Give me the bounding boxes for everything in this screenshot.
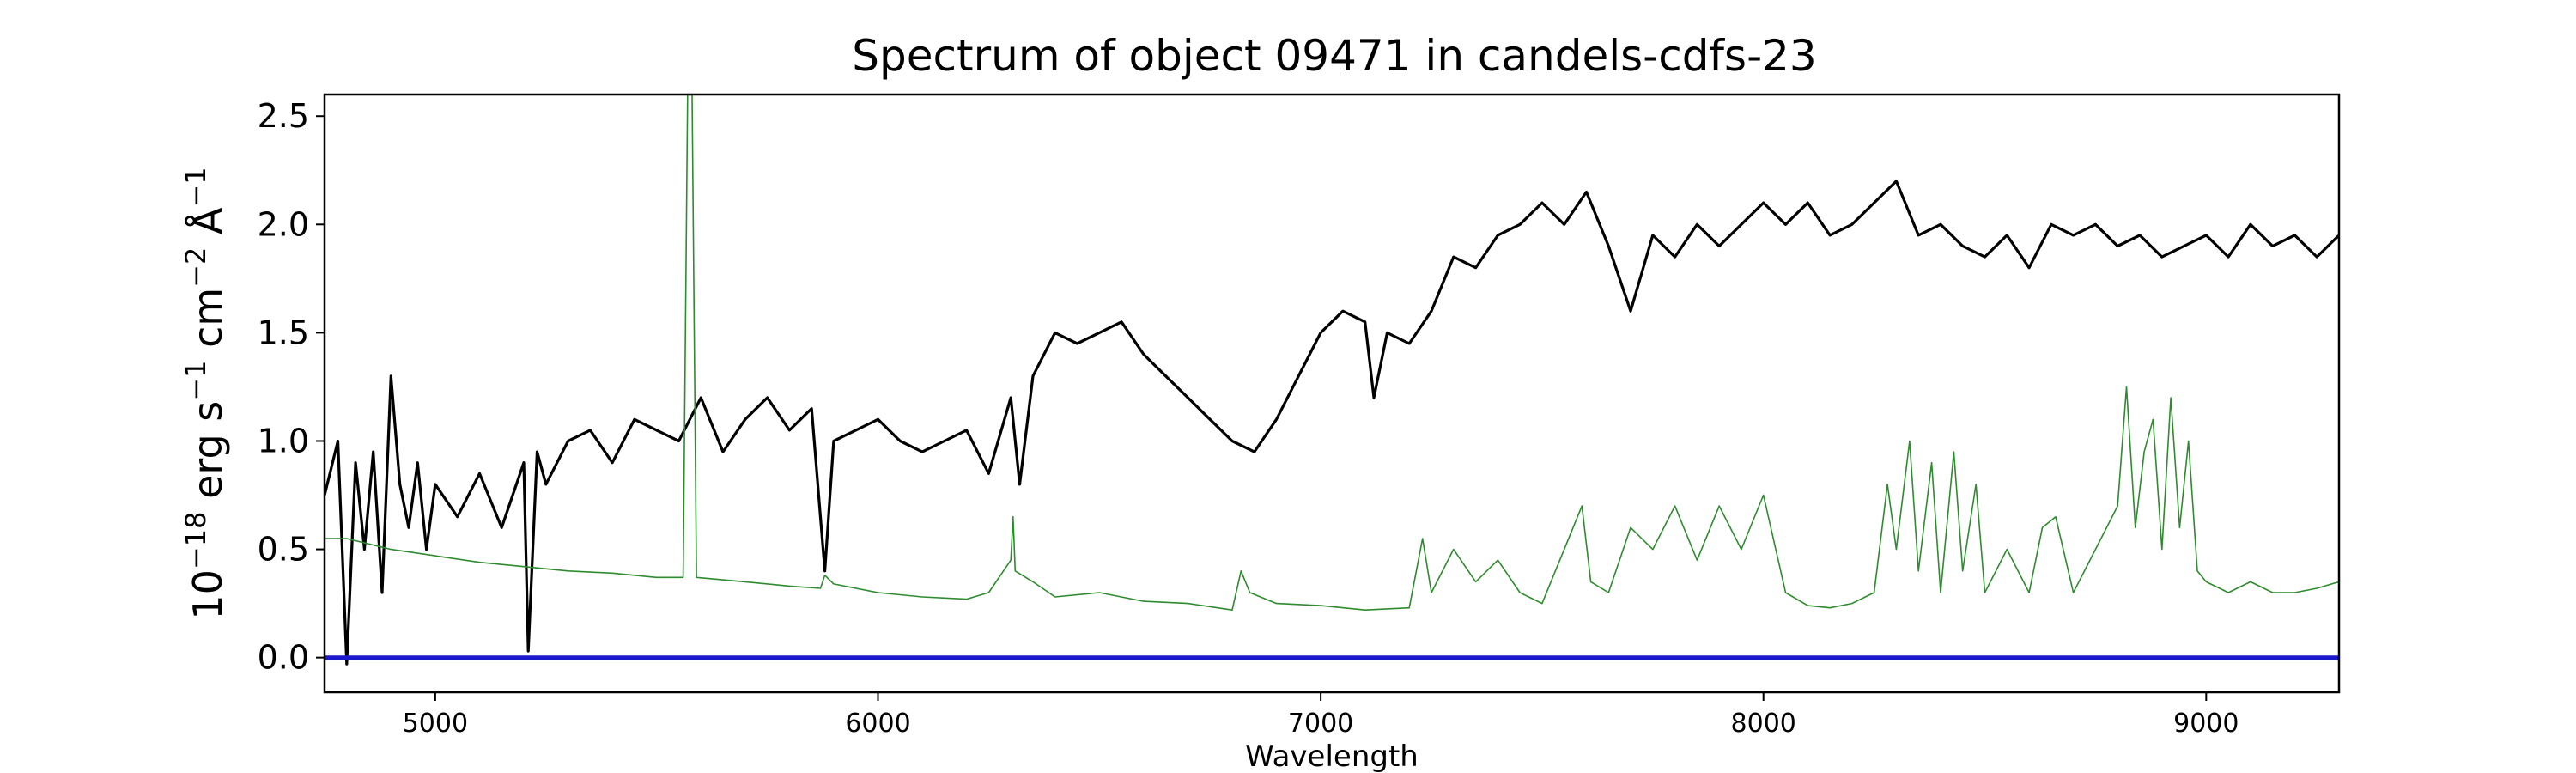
y-label-part: Å: [185, 207, 231, 247]
chart-title: Spectrum of object 09471 in candels-cdfs…: [852, 31, 1817, 81]
x-tick-label: 5000: [403, 709, 468, 739]
y-label-part: 10: [185, 569, 231, 620]
x-tick-label: 6000: [845, 709, 910, 739]
y-tick-label: 0.0: [258, 639, 309, 677]
y-tick-label: 2.5: [258, 97, 309, 135]
y-tick-label: 1.0: [258, 422, 309, 460]
x-tick-label: 9000: [2173, 709, 2239, 739]
y-label-exponent: −2: [179, 247, 212, 288]
series-line-error: [325, 94, 2339, 611]
x-tick-label: 8000: [1731, 709, 1796, 739]
y-tick-label: 2.0: [258, 205, 309, 243]
y-label-exponent: −1: [179, 167, 212, 207]
series-layer: [325, 94, 2339, 666]
y-axis: 0.0 0.5 1.0 1.5 2.0 2.5: [258, 97, 325, 677]
y-label-part: cm: [185, 288, 231, 361]
y-axis-label: 10−18 erg s−1 cm−2 Å−1: [179, 167, 231, 619]
y-tick-label: 0.5: [258, 531, 309, 569]
y-tick-label: 1.5: [258, 313, 309, 351]
x-axis: 5000 6000 7000 8000 9000: [403, 692, 2239, 739]
x-tick-label: 7000: [1288, 709, 1353, 739]
y-label-exponent: −18: [179, 512, 212, 570]
x-axis-label: Wavelength: [1245, 740, 1419, 773]
y-label-part: erg s: [185, 401, 231, 512]
y-label-exponent: −1: [179, 361, 212, 401]
series-line-flux: [325, 180, 2339, 666]
plot-frame: [323, 93, 2341, 694]
